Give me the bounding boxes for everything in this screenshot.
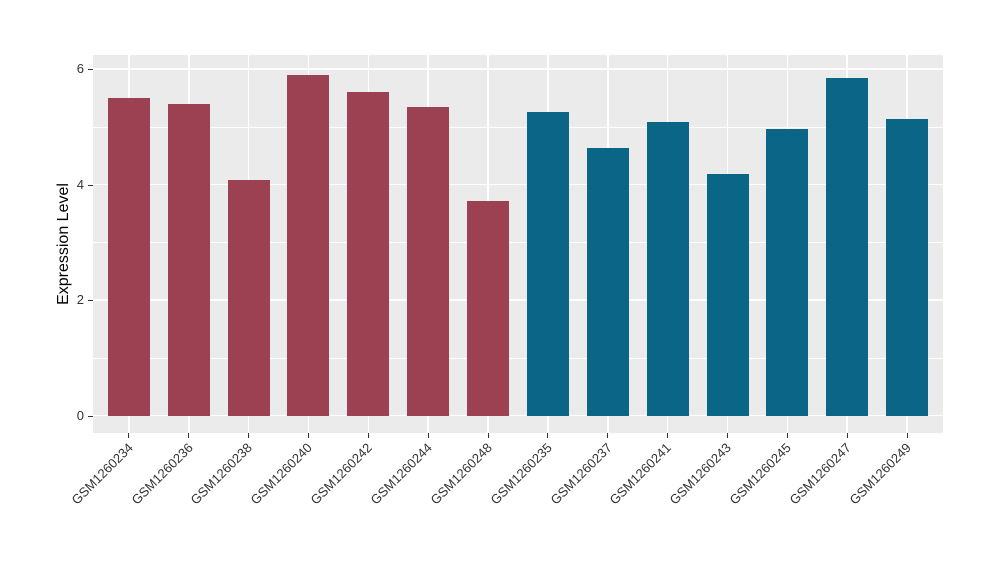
bar [886, 119, 929, 416]
x-tick-mark [786, 433, 788, 438]
bar [287, 74, 330, 416]
bar [706, 173, 749, 416]
x-tick-label: GSM1260244 [367, 440, 435, 508]
bar [227, 180, 270, 416]
x-tick-mark [128, 433, 130, 438]
bar [526, 112, 569, 416]
y-tick-mark [88, 415, 93, 417]
x-tick-label: GSM1260248 [427, 440, 495, 508]
bar [646, 121, 689, 416]
gridline-major-h [93, 68, 943, 70]
bar [167, 103, 210, 416]
x-tick-mark [427, 433, 429, 438]
x-tick-label: GSM1260238 [187, 440, 256, 508]
x-tick-label: GSM1260249 [846, 440, 914, 508]
bar [586, 147, 629, 416]
x-tick-label: GSM1260245 [726, 440, 794, 508]
x-tick-label: GSM1260234 [68, 440, 136, 508]
x-tick-label: GSM1260236 [128, 440, 196, 508]
plot-area [93, 55, 943, 433]
gridline-major-h [93, 183, 943, 186]
x-tick-mark [727, 433, 728, 438]
x-tick-mark [667, 433, 669, 438]
x-tick-mark [248, 433, 250, 438]
y-axis-title: Expression Level [55, 183, 72, 305]
bar [107, 98, 150, 416]
y-tick-mark [88, 300, 93, 302]
x-tick-mark [487, 433, 489, 438]
x-tick-label: GSM1260241 [606, 440, 675, 508]
gridline-major-h [93, 414, 943, 417]
x-tick-label: GSM1260237 [547, 440, 615, 508]
y-tick-label: 0 [76, 407, 84, 423]
x-tick-mark [846, 433, 848, 438]
x-tick-mark [188, 433, 190, 438]
gridline-minor-h [93, 242, 943, 243]
x-tick-label: GSM1260242 [307, 440, 375, 508]
x-tick-mark [906, 433, 908, 438]
bar [347, 91, 390, 416]
x-tick-mark [367, 433, 369, 438]
y-tick-label: 6 [76, 61, 84, 77]
bar [766, 128, 809, 416]
x-tick-label: GSM1260235 [487, 440, 555, 508]
gridline-minor-h [93, 357, 943, 359]
y-tick-mark [88, 184, 93, 186]
x-tick-mark [547, 433, 549, 438]
x-tick-label: GSM1260247 [786, 440, 854, 508]
bar [826, 77, 869, 416]
y-tick-label: 2 [76, 292, 84, 308]
x-tick-mark [607, 433, 609, 438]
x-tick-label: GSM1260243 [666, 440, 735, 508]
gridline-major-h [93, 299, 943, 301]
x-tick-mark [307, 433, 309, 438]
bar [407, 106, 450, 416]
bar [467, 200, 510, 416]
x-tick-label: GSM1260240 [247, 440, 316, 508]
y-tick-label: 4 [76, 176, 84, 192]
gridline-minor-h [93, 126, 943, 128]
y-tick-mark [88, 69, 93, 71]
